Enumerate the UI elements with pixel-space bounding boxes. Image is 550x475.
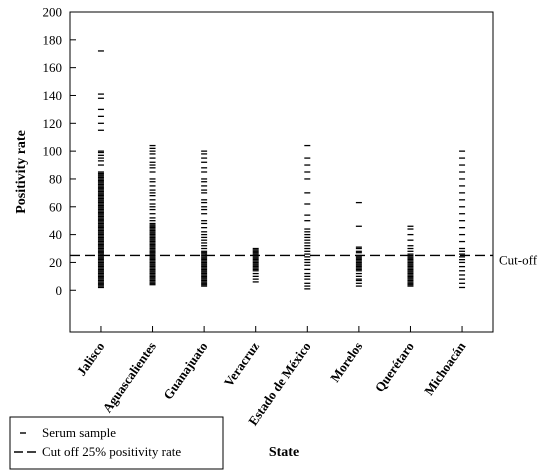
plot-frame: [69, 11, 494, 333]
legend-label-sample: Serum sample: [42, 425, 116, 440]
legend: Serum sample Cut off 25% positivity rate: [9, 416, 224, 470]
x-axis-title: State: [269, 445, 299, 460]
x-tick-label: Jalisco: [74, 339, 108, 378]
x-tick-label: Querétaro: [372, 339, 417, 395]
x-tick-label: Aguascalientes: [99, 339, 159, 415]
x-tick-label: Morelos: [327, 339, 365, 385]
plot-area: [69, 11, 494, 333]
y-tick-label: 140: [43, 88, 63, 103]
legend-box: [9, 416, 224, 470]
x-tick-label: Veracruz: [221, 339, 263, 389]
x-tick-label: Michoacán: [421, 338, 469, 398]
y-tick-label: 40: [49, 227, 62, 242]
y-tick-label: 20: [49, 255, 62, 270]
y-tick-label: 180: [43, 32, 63, 47]
y-tick-label: 120: [43, 116, 63, 131]
y-tick-label: 60: [49, 199, 62, 214]
x-tick-label: Guanajuato: [160, 339, 210, 402]
y-tick-label: 0: [56, 283, 63, 298]
y-axis: 0 20 40 60 80 100 120 140 160 180 200: [43, 5, 76, 298]
y-tick-label: 200: [43, 5, 63, 20]
cutoff-reference: Cut-off: [70, 252, 538, 267]
y-axis-title: Positivity rate: [14, 130, 29, 214]
y-tick-label: 80: [49, 171, 62, 186]
legend-label-cutoff: Cut off 25% positivity rate: [42, 444, 181, 459]
cutoff-label: Cut-off: [499, 252, 538, 267]
y-tick-label: 160: [43, 60, 63, 75]
data-points: [97, 50, 466, 290]
y-tick-label: 100: [43, 144, 63, 159]
